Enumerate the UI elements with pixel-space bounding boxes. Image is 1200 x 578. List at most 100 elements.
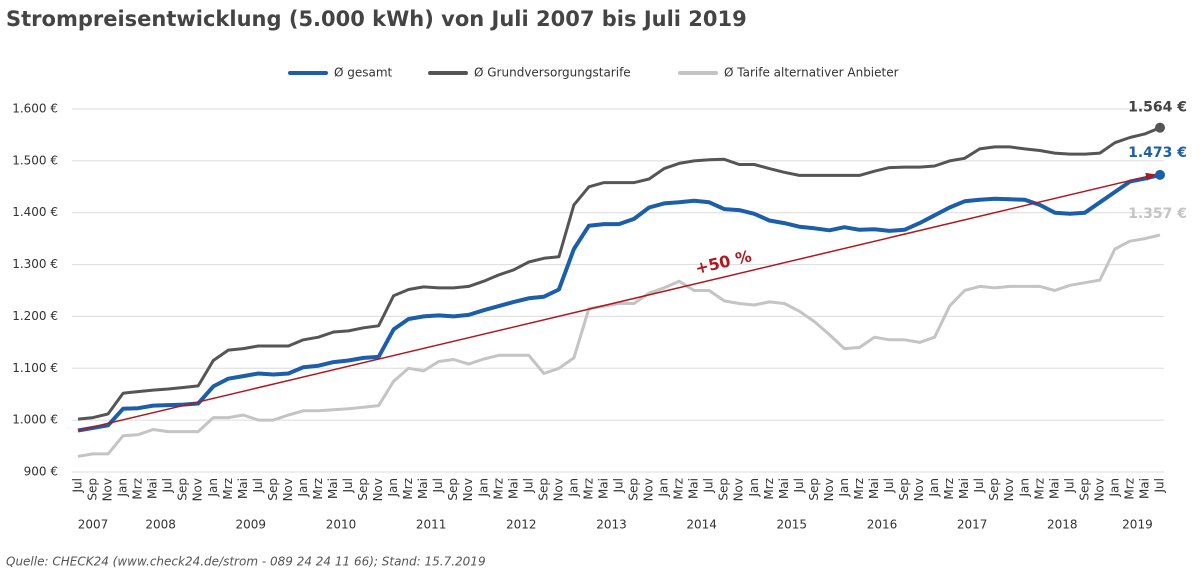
x-tick-label: Jan bbox=[1017, 478, 1031, 498]
x-tick-label: Mrz bbox=[581, 478, 595, 500]
x-tick-label: Mrz bbox=[131, 478, 145, 500]
x-group-label: 2007 bbox=[78, 518, 109, 532]
x-tick-label: Sep bbox=[987, 478, 1001, 501]
x-tick-label: Mai bbox=[596, 478, 610, 499]
x-tick-label: Nov bbox=[1092, 478, 1106, 501]
legend-label: Ø Grundversorgungstarife bbox=[474, 66, 631, 80]
x-group-label: 2008 bbox=[145, 518, 176, 532]
x-tick-label: Mrz bbox=[1122, 478, 1136, 500]
x-tick-label: Mrz bbox=[311, 478, 325, 500]
x-tick-label: Jul bbox=[341, 478, 355, 493]
x-tick-label: Jan bbox=[206, 478, 220, 498]
end-label: 1.564 € bbox=[1128, 100, 1187, 116]
x-tick-label: Jul bbox=[1153, 478, 1167, 493]
x-group-label: 2019 bbox=[1122, 518, 1153, 532]
x-tick-label: Mai bbox=[777, 478, 791, 499]
x-tick-label: Mai bbox=[506, 478, 520, 499]
x-tick-label: Sep bbox=[536, 478, 550, 501]
x-tick-label: Mrz bbox=[762, 478, 776, 500]
y-tick-label: 1.400 € bbox=[12, 205, 58, 219]
x-tick-label: Nov bbox=[732, 478, 746, 501]
y-tick-label: 1.100 € bbox=[12, 361, 58, 375]
x-tick-label: Jan bbox=[386, 478, 400, 498]
x-tick-label: Mai bbox=[326, 478, 340, 499]
x-tick-label: Jul bbox=[792, 478, 806, 493]
x-tick-label: Mai bbox=[416, 478, 430, 499]
x-tick-label: Sep bbox=[717, 478, 731, 501]
x-tick-label: Jul bbox=[71, 478, 85, 493]
x-tick-label: Jul bbox=[1062, 478, 1076, 493]
x-group-label: 2014 bbox=[686, 518, 717, 532]
x-tick-label: Mai bbox=[867, 478, 881, 499]
end-dot bbox=[1155, 169, 1165, 180]
x-tick-label: Jul bbox=[702, 478, 716, 493]
x-group-label: 2009 bbox=[236, 518, 267, 532]
x-tick-label: Sep bbox=[1077, 478, 1091, 501]
end-dot bbox=[1155, 122, 1165, 133]
x-tick-label: Jan bbox=[476, 478, 490, 498]
x-group-label: 2017 bbox=[957, 518, 988, 532]
trend-arrow bbox=[77, 172, 1156, 432]
x-tick-label: Mai bbox=[236, 478, 250, 499]
x-tick-label: Nov bbox=[642, 478, 656, 501]
x-tick-label: Sep bbox=[266, 478, 280, 501]
y-tick-label: 1.600 € bbox=[12, 102, 58, 116]
x-tick-label: Jan bbox=[296, 478, 310, 498]
x-tick-label: Sep bbox=[86, 478, 100, 501]
x-tick-label: Mai bbox=[1047, 478, 1061, 499]
x-tick-label: Nov bbox=[191, 478, 205, 501]
series-line bbox=[77, 172, 1161, 433]
legend-label: Ø Tarife alternativer Anbieter bbox=[724, 66, 899, 80]
x-tick-label: Jan bbox=[927, 478, 941, 498]
x-group-label: 2013 bbox=[596, 518, 627, 532]
y-tick-label: 1.300 € bbox=[12, 257, 58, 271]
x-tick-label: Jan bbox=[747, 478, 761, 498]
x-tick-label: Jan bbox=[116, 478, 130, 498]
x-tick-label: Jul bbox=[612, 478, 626, 493]
y-tick-label: 1.000 € bbox=[12, 413, 58, 427]
x-tick-label: Sep bbox=[627, 478, 641, 501]
x-group-label: 2011 bbox=[416, 518, 447, 532]
x-tick-label: Sep bbox=[356, 478, 370, 501]
x-tick-label: Nov bbox=[912, 478, 926, 501]
x-tick-label: Sep bbox=[176, 478, 190, 501]
x-tick-label: Mrz bbox=[942, 478, 956, 500]
x-tick-label: Mrz bbox=[491, 478, 505, 500]
x-group-label: 2012 bbox=[506, 518, 537, 532]
x-tick-label: Jul bbox=[161, 478, 175, 493]
x-tick-label: Nov bbox=[461, 478, 475, 501]
x-tick-label: Jan bbox=[566, 478, 580, 498]
x-tick-label: Mai bbox=[146, 478, 160, 499]
legend-label: Ø gesamt bbox=[334, 66, 393, 80]
x-group-label: 2016 bbox=[867, 518, 898, 532]
y-tick-label: 900 € bbox=[24, 465, 58, 479]
x-tick-label: Mrz bbox=[852, 478, 866, 500]
x-tick-label: Sep bbox=[446, 478, 460, 501]
x-tick-label: Nov bbox=[822, 478, 836, 501]
x-tick-label: Nov bbox=[1002, 478, 1016, 501]
x-group-label: 2018 bbox=[1047, 518, 1078, 532]
x-tick-label: Mai bbox=[1137, 478, 1151, 499]
y-tick-label: 1.500 € bbox=[12, 153, 58, 167]
x-tick-label: Jul bbox=[882, 478, 896, 493]
x-tick-label: Mrz bbox=[221, 478, 235, 500]
series-line bbox=[77, 233, 1161, 458]
x-tick-label: Jul bbox=[431, 478, 445, 493]
x-tick-label: Mrz bbox=[401, 478, 415, 500]
y-tick-label: 1.200 € bbox=[12, 309, 58, 323]
x-tick-label: Mai bbox=[687, 478, 701, 499]
end-label: 1.473 € bbox=[1128, 145, 1187, 161]
x-tick-label: Jan bbox=[1107, 478, 1121, 498]
x-tick-label: Jan bbox=[837, 478, 851, 498]
source: Quelle: CHECK24 (www.check24.de/strom - … bbox=[6, 555, 486, 569]
x-tick-label: Nov bbox=[101, 478, 115, 501]
x-tick-label: Nov bbox=[551, 478, 565, 501]
chart-title: Strompreisentwicklung (5.000 kWh) von Ju… bbox=[6, 7, 747, 31]
x-tick-label: Nov bbox=[281, 478, 295, 501]
x-tick-label: Sep bbox=[897, 478, 911, 501]
x-tick-label: Jan bbox=[657, 478, 671, 498]
x-tick-label: Sep bbox=[807, 478, 821, 501]
annotation-text: +50 % bbox=[693, 246, 753, 278]
x-tick-label: Mrz bbox=[1032, 478, 1046, 500]
